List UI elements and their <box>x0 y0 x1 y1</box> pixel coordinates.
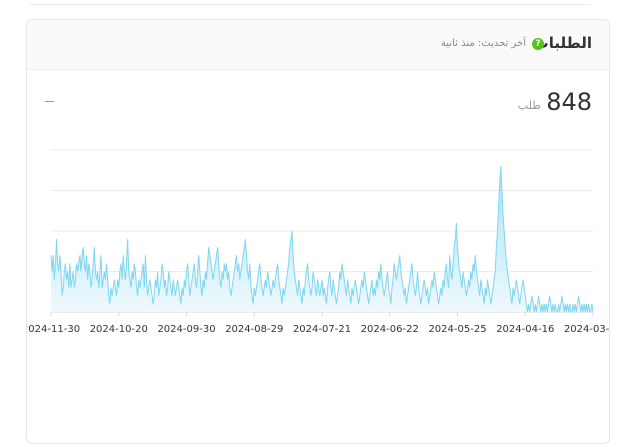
help-icon[interactable]: ? <box>532 38 544 50</box>
orders-area-chart: 2024-11-30 2024-10-20 2024-09-30 2024-08-29… <box>27 149 610 335</box>
x-tick-label: 2024-07-21 <box>293 324 351 335</box>
x-tick-label: 2024-08-29 <box>225 324 283 335</box>
legend-dash <box>45 101 54 102</box>
x-tick-label: 2024-04-16 <box>496 324 554 335</box>
x-tick-label: 2024-11-30 <box>27 324 80 335</box>
orders-card: الطلبات ? آخر تحديث: منذ ثانية 848 طلب 2… <box>26 19 610 444</box>
last-update-text: آخر تحديث: منذ ثانية <box>440 38 526 49</box>
x-tick-label: 2024-03-22 <box>564 324 610 335</box>
orders-unit: طلب <box>517 99 541 112</box>
chart-area <box>51 166 593 312</box>
x-tick-label: 2024-10-20 <box>90 324 148 335</box>
card-title: الطلبات <box>533 34 592 52</box>
chart-line <box>50 166 594 313</box>
top-divider <box>30 0 591 5</box>
x-tick-label: 2024-06-22 <box>361 324 419 335</box>
orders-count: 848 <box>546 88 592 116</box>
x-tick-label: 2024-05-25 <box>428 324 486 335</box>
card-header: الطلبات ? آخر تحديث: منذ ثانية <box>27 20 609 70</box>
x-tick-label: 2024-09-30 <box>157 324 215 335</box>
